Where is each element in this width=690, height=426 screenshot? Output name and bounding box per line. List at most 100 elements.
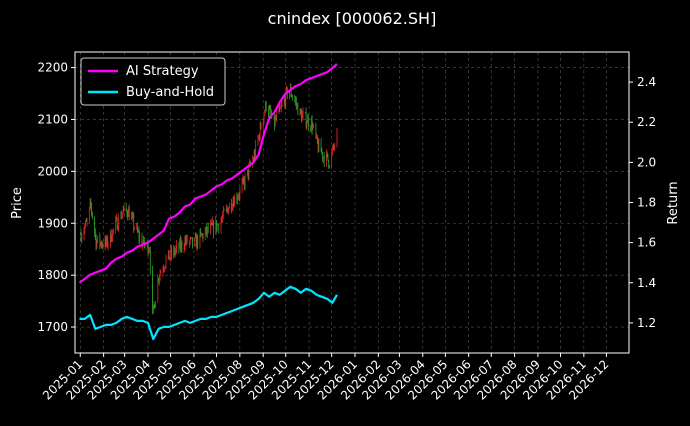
candle-body bbox=[199, 231, 201, 246]
candle-body bbox=[116, 218, 117, 221]
chart-title: cnindex [000062.SH] bbox=[268, 9, 437, 28]
candle-body bbox=[227, 208, 229, 214]
candle-body bbox=[283, 98, 285, 105]
candle-body bbox=[286, 88, 287, 90]
candle-body bbox=[302, 112, 304, 115]
candle-body bbox=[122, 210, 124, 213]
candle-body bbox=[101, 245, 103, 246]
y-right-tick-label: 2.2 bbox=[637, 115, 656, 129]
candle-body bbox=[83, 230, 85, 237]
candle-body bbox=[315, 124, 317, 137]
candle-body bbox=[180, 241, 182, 249]
candle-body bbox=[159, 273, 161, 278]
candle-body bbox=[217, 223, 219, 225]
y-axis-right-ticks: 1.2 1.4 1.6 1.8 2.0 2.2 2.4 bbox=[629, 75, 656, 330]
candle-body bbox=[100, 242, 101, 245]
candle-body bbox=[336, 129, 338, 146]
candle-body bbox=[243, 178, 244, 181]
candle-body bbox=[133, 216, 135, 229]
candle-body bbox=[210, 223, 212, 225]
y-axis-left-ticks: 1700 1800 1900 2000 2100 2200 bbox=[37, 61, 75, 334]
candle-body bbox=[296, 100, 297, 106]
candle-body bbox=[239, 189, 241, 197]
candle-body bbox=[128, 208, 129, 217]
candle-body bbox=[163, 269, 165, 270]
candle-body bbox=[265, 102, 267, 110]
candle-body bbox=[333, 145, 335, 147]
candle-body bbox=[95, 235, 97, 248]
candle-body bbox=[125, 206, 127, 210]
candle-body bbox=[168, 250, 170, 260]
candle-body bbox=[164, 268, 165, 270]
candle-body bbox=[183, 247, 185, 249]
candlesticks bbox=[80, 82, 338, 315]
candle-body bbox=[92, 212, 93, 218]
candle-body bbox=[280, 107, 281, 109]
candle-body bbox=[112, 230, 113, 240]
candle-body bbox=[328, 160, 330, 167]
candle-body bbox=[178, 244, 180, 249]
candle-body bbox=[247, 169, 249, 177]
candle-body bbox=[241, 182, 243, 190]
candle-body bbox=[138, 231, 140, 239]
candle-body bbox=[221, 218, 223, 221]
candle-body bbox=[101, 242, 102, 246]
candle-body bbox=[269, 108, 271, 110]
candle-body bbox=[332, 149, 333, 153]
candle-body bbox=[234, 196, 235, 207]
candle-body bbox=[317, 143, 319, 152]
candle-body bbox=[215, 220, 217, 234]
candle-body bbox=[165, 257, 167, 266]
y-left-tick-label: 1800 bbox=[37, 268, 68, 282]
candle-body bbox=[313, 124, 314, 126]
candle-body bbox=[181, 241, 183, 249]
candle-body bbox=[148, 250, 150, 253]
candle-body bbox=[268, 109, 269, 115]
candle-body bbox=[334, 145, 336, 147]
candle-body bbox=[180, 239, 181, 249]
candle-body bbox=[131, 215, 133, 217]
candle-body bbox=[233, 201, 235, 207]
candle-body bbox=[107, 237, 108, 247]
candle-body bbox=[194, 237, 196, 246]
candle-body bbox=[201, 234, 203, 236]
candle-body bbox=[302, 114, 303, 121]
candle-body bbox=[206, 226, 208, 234]
candle-body bbox=[110, 231, 111, 244]
candle-body bbox=[155, 301, 156, 308]
candle-body bbox=[226, 207, 227, 211]
candle-body bbox=[126, 209, 128, 215]
candle-body bbox=[116, 218, 118, 230]
candle-body bbox=[196, 236, 198, 248]
candle-body bbox=[86, 220, 88, 222]
candle-body bbox=[96, 241, 98, 248]
candle-body bbox=[274, 118, 276, 126]
candle-body bbox=[144, 244, 146, 246]
candle-body bbox=[191, 237, 193, 238]
candle-body bbox=[128, 208, 130, 220]
candle-body bbox=[158, 278, 159, 281]
series-line-buy-and-hold bbox=[79, 285, 338, 341]
candle-body bbox=[143, 237, 145, 246]
candle-body bbox=[228, 208, 229, 214]
candle-body bbox=[136, 225, 138, 229]
candle-body bbox=[192, 237, 193, 246]
candle-body bbox=[117, 228, 119, 230]
candle-body bbox=[279, 107, 281, 109]
candle-body bbox=[204, 231, 206, 239]
y-right-tick-label: 1.8 bbox=[637, 196, 656, 210]
candle-body bbox=[284, 98, 286, 106]
candle-body bbox=[305, 112, 306, 113]
candle-body bbox=[244, 180, 245, 187]
candle-body bbox=[175, 248, 177, 252]
candle-body bbox=[149, 250, 150, 252]
candle-body bbox=[238, 196, 240, 198]
candle-body bbox=[273, 117, 275, 118]
candle-body bbox=[207, 227, 209, 232]
candle-body bbox=[237, 198, 238, 201]
candle-body bbox=[173, 248, 174, 256]
candle-body bbox=[169, 257, 171, 260]
candle-body bbox=[292, 96, 293, 98]
